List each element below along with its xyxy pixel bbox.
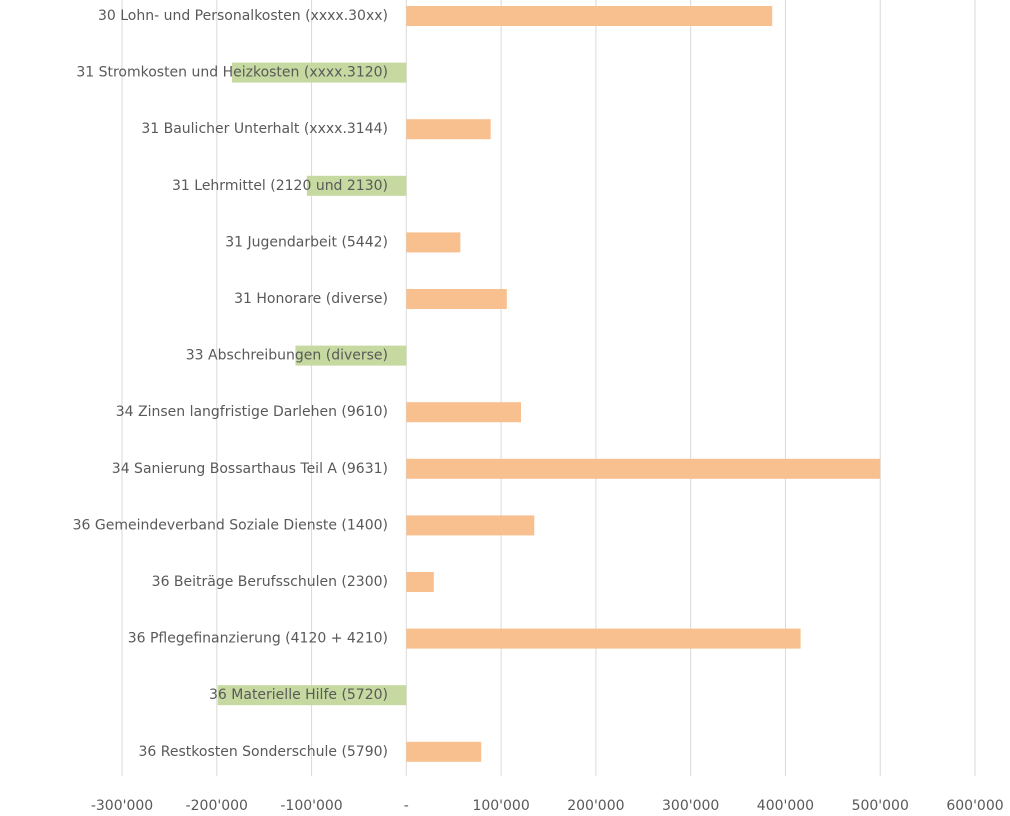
y-tick-label: 31 Lehrmittel (2120 und 2130) [172, 178, 388, 194]
x-tick-label: - [404, 798, 409, 814]
y-tick-label: 36 Beiträge Berufsschulen (2300) [152, 574, 388, 590]
bar [406, 515, 535, 536]
bar [406, 741, 482, 762]
bar [406, 289, 507, 309]
bar [406, 232, 461, 253]
bar [406, 6, 773, 26]
x-tick-label: -200'000 [186, 798, 248, 814]
y-tick-label: 36 Restkosten Sonderschule (5790) [139, 744, 388, 760]
y-tick-label: 34 Sanierung Bossarthaus Teil A (9631) [112, 461, 388, 477]
bar [306, 175, 407, 196]
y-tick-label: 36 Gemeindeverband Soziale Dienste (1400… [73, 517, 388, 533]
x-tick-label: 500'000 [852, 798, 909, 814]
y-tick-label: 31 Baulicher Unterhalt (xxxx.3144) [141, 121, 388, 137]
x-tick-label: 200'000 [567, 798, 624, 814]
bar [231, 62, 407, 83]
bar [406, 628, 801, 649]
y-tick-label: 33 Abschreibungen (diverse) [186, 348, 388, 364]
y-tick-label: 31 Honorare (diverse) [234, 291, 388, 307]
x-tick-label: -300'000 [91, 798, 153, 814]
bar [295, 345, 407, 366]
bar [217, 685, 407, 706]
y-tick-label: 31 Stromkosten und Heizkosten (xxxx.3120… [76, 65, 388, 81]
x-tick-label: -100'000 [280, 798, 342, 814]
y-tick-label: 36 Materielle Hilfe (5720) [209, 687, 388, 703]
y-tick-label: 36 Pflegefinanzierung (4120 + 4210) [128, 631, 388, 647]
x-tick-label: 100'000 [472, 798, 529, 814]
bar [406, 572, 434, 592]
bar [406, 402, 522, 423]
y-tick-label: 31 Jugendarbeit (5442) [225, 234, 388, 250]
y-tick-label: 30 Lohn- und Personalkosten (xxxx.30xx) [98, 8, 388, 24]
x-tick-label: 300'000 [662, 798, 719, 814]
bar [406, 119, 491, 140]
x-tick-label: 400'000 [757, 798, 814, 814]
y-tick-label: 34 Zinsen langfristige Darlehen (9610) [116, 404, 388, 420]
x-tick-label: 600'000 [946, 798, 1003, 814]
bar [406, 458, 881, 479]
